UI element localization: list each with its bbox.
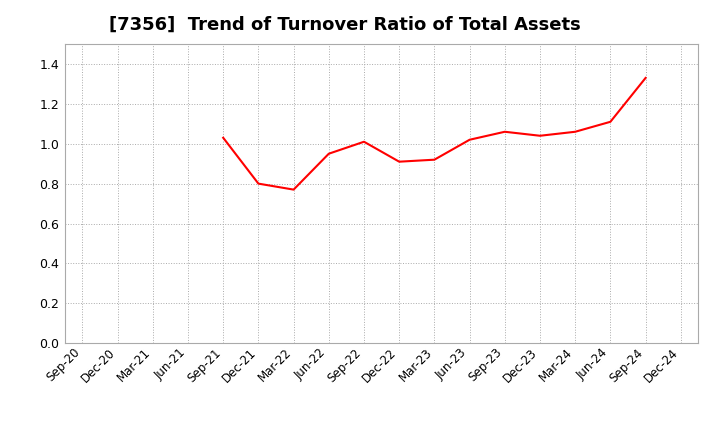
Text: [7356]  Trend of Turnover Ratio of Total Assets: [7356] Trend of Turnover Ratio of Total …: [109, 16, 581, 34]
